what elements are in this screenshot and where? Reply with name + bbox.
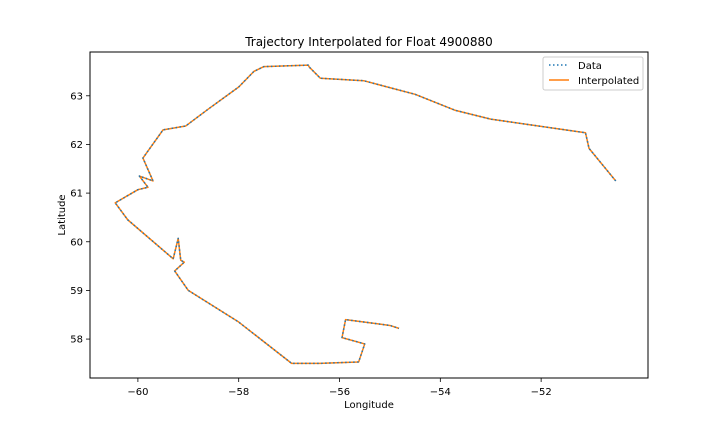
y-tick-label: 60 xyxy=(70,237,83,248)
legend-label-data: Data xyxy=(578,61,602,72)
y-axis-label: Latitude xyxy=(57,194,68,235)
x-tick-label: −54 xyxy=(430,387,451,398)
legend-box xyxy=(542,56,644,91)
y-tick-label: 58 xyxy=(70,335,83,346)
y-tick-label: 62 xyxy=(70,140,83,151)
legend: Data Interpolated xyxy=(542,56,644,91)
x-tick-label: −58 xyxy=(228,387,249,398)
x-axis-label: Longitude xyxy=(344,400,394,411)
y-tick-label: 63 xyxy=(70,91,83,102)
x-tick-label: −56 xyxy=(329,387,350,398)
y-tick-label: 61 xyxy=(70,189,83,200)
x-axis-ticks: −60 −58 −56 −54 −52 xyxy=(127,378,552,398)
chart-title: Trajectory Interpolated for Float 490088… xyxy=(244,35,493,49)
series-layer xyxy=(114,64,617,365)
series-line-interpolated xyxy=(114,64,617,365)
legend-label-interpolated: Interpolated xyxy=(578,76,639,87)
plot-area-frame xyxy=(89,51,649,379)
y-tick-label: 59 xyxy=(70,286,83,297)
y-axis-ticks: 58 59 60 61 62 63 xyxy=(70,91,90,346)
x-tick-label: −60 xyxy=(127,387,148,398)
x-tick-label: −52 xyxy=(531,387,552,398)
